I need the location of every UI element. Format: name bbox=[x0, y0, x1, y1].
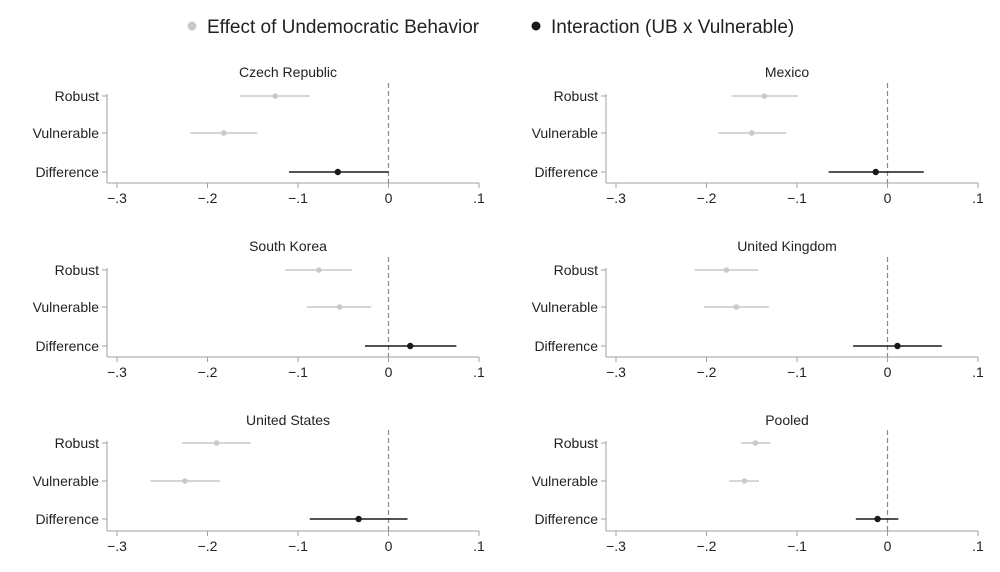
panel-united-kingdom: United Kingdom Robust Vulnerable Difference… bbox=[532, 238, 984, 380]
x-tick-label: −.1 bbox=[288, 364, 308, 380]
point-estimate-robust bbox=[213, 440, 220, 446]
x-tick-label: .1 bbox=[473, 364, 485, 380]
panel-mexico: Mexico Robust Vulnerable Difference −.3 −.2 −.… bbox=[532, 64, 984, 206]
panel-title: Czech Republic bbox=[239, 64, 337, 80]
point-estimate-difference bbox=[872, 168, 879, 176]
x-tick-label: .1 bbox=[473, 538, 485, 554]
y-tick-label-vulnerable: Vulnerable bbox=[33, 299, 100, 315]
x-tick-label: −.2 bbox=[697, 538, 717, 554]
y-tick-label-difference: Difference bbox=[534, 511, 598, 527]
point-estimate-difference bbox=[334, 168, 342, 176]
y-tick-label-robust: Robust bbox=[554, 435, 598, 451]
x-tick-label: −.3 bbox=[107, 538, 127, 554]
x-tick-label: 0 bbox=[884, 364, 892, 380]
legend-marker-interaction bbox=[531, 21, 541, 31]
y-tick-label-difference: Difference bbox=[35, 338, 99, 354]
x-tick-label: .1 bbox=[972, 190, 984, 206]
panel-united-states: United StatesRobustVulnerableDifference−… bbox=[33, 412, 485, 554]
y-tick-label-vulnerable: Vulnerable bbox=[532, 473, 599, 489]
panel-pooled: Pooled Robust Vulnerable Difference −.3 −.2 −.… bbox=[532, 412, 984, 554]
y-tick-label-vulnerable: Vulnerable bbox=[33, 125, 100, 141]
panel-south-korea: South Korea Robust Vulnerable Difference −.3… bbox=[33, 238, 485, 380]
point-estimate-robust bbox=[723, 267, 730, 273]
panel-title: South Korea bbox=[249, 238, 327, 254]
x-tick-label: −.2 bbox=[198, 190, 218, 206]
y-tick-label-robust: Robust bbox=[55, 262, 99, 278]
x-tick-label: −.3 bbox=[606, 364, 626, 380]
x-tick-label: .1 bbox=[473, 190, 485, 206]
y-tick-label-vulnerable: Vulnerable bbox=[532, 125, 599, 141]
panel-czech-republic: Czech Republic Robust Vulnerable Difference… bbox=[33, 64, 485, 206]
point-estimate-difference bbox=[874, 515, 881, 523]
y-tick-label-vulnerable: Vulnerable bbox=[532, 299, 599, 315]
x-tick-label: −.3 bbox=[107, 364, 127, 380]
x-tick-label: .1 bbox=[972, 538, 984, 554]
y-tick-label-difference: Difference bbox=[35, 511, 99, 527]
y-tick-label-difference: Difference bbox=[534, 338, 598, 354]
legend-label-interaction: Interaction (UB x Vulnerable) bbox=[551, 17, 794, 38]
x-tick-label: 0 bbox=[884, 190, 892, 206]
panels: Czech Republic Robust Vulnerable Difference… bbox=[33, 64, 984, 554]
point-estimate-vulnerable bbox=[741, 478, 748, 484]
legend-label-effect: Effect of Undemocratic Behavior bbox=[207, 17, 480, 38]
x-tick-label: −.2 bbox=[697, 190, 717, 206]
panel-title: United States bbox=[246, 412, 330, 428]
y-tick-label-difference: Difference bbox=[35, 164, 99, 180]
x-tick-label: −.2 bbox=[198, 538, 218, 554]
point-estimate-vulnerable bbox=[748, 130, 755, 136]
legend: Effect of Undemocratic Behavior Interact… bbox=[187, 17, 794, 38]
x-tick-label: −.3 bbox=[107, 190, 127, 206]
x-tick-label: −.1 bbox=[288, 538, 308, 554]
y-tick-label-robust: Robust bbox=[554, 262, 598, 278]
point-estimate-robust bbox=[752, 440, 759, 446]
x-tick-label: −.1 bbox=[787, 538, 807, 554]
point-estimate-vulnerable bbox=[733, 304, 740, 310]
x-tick-label: 0 bbox=[385, 364, 393, 380]
x-tick-label: 0 bbox=[385, 538, 393, 554]
x-tick-label: −.1 bbox=[288, 190, 308, 206]
x-tick-label: −.1 bbox=[787, 190, 807, 206]
x-tick-label: −.3 bbox=[606, 538, 626, 554]
point-estimate-vulnerable bbox=[336, 304, 343, 310]
y-tick-label-robust: Robust bbox=[55, 88, 99, 104]
x-tick-label: −.2 bbox=[697, 364, 717, 380]
x-tick-label: 0 bbox=[385, 190, 393, 206]
point-estimate-vulnerable bbox=[182, 478, 188, 484]
x-tick-label: −.1 bbox=[787, 364, 807, 380]
x-tick-label: −.2 bbox=[198, 364, 218, 380]
point-estimate-difference bbox=[355, 515, 362, 523]
x-tick-label: 0 bbox=[884, 538, 892, 554]
y-tick-label-difference: Difference bbox=[534, 164, 598, 180]
point-estimate-robust bbox=[316, 267, 322, 273]
y-tick-label-robust: Robust bbox=[554, 88, 598, 104]
x-tick-label: .1 bbox=[972, 364, 984, 380]
panel-title: Pooled bbox=[765, 412, 809, 428]
point-estimate-difference bbox=[407, 342, 414, 350]
point-estimate-vulnerable bbox=[220, 130, 227, 136]
point-estimate-difference bbox=[894, 342, 901, 350]
legend-marker-effect bbox=[187, 21, 197, 31]
panel-title: United Kingdom bbox=[737, 238, 837, 254]
y-tick-label-robust: Robust bbox=[55, 435, 99, 451]
panel-title: Mexico bbox=[765, 64, 810, 80]
y-tick-label-vulnerable: Vulnerable bbox=[33, 473, 100, 489]
point-estimate-robust bbox=[761, 93, 768, 99]
x-tick-label: −.3 bbox=[606, 190, 626, 206]
point-estimate-robust bbox=[272, 93, 279, 99]
